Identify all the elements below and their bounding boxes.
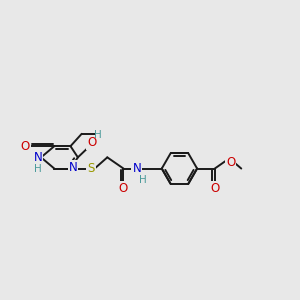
Text: O: O xyxy=(226,156,235,169)
Text: O: O xyxy=(21,140,30,153)
Text: H: H xyxy=(140,175,147,185)
Text: H: H xyxy=(34,164,42,174)
Text: N: N xyxy=(34,151,43,164)
Text: O: O xyxy=(119,182,128,195)
Text: O: O xyxy=(87,136,96,149)
Text: N: N xyxy=(132,162,141,175)
Text: N: N xyxy=(68,161,77,174)
Text: O: O xyxy=(210,182,219,195)
Text: S: S xyxy=(87,162,95,175)
Text: H: H xyxy=(94,130,102,140)
